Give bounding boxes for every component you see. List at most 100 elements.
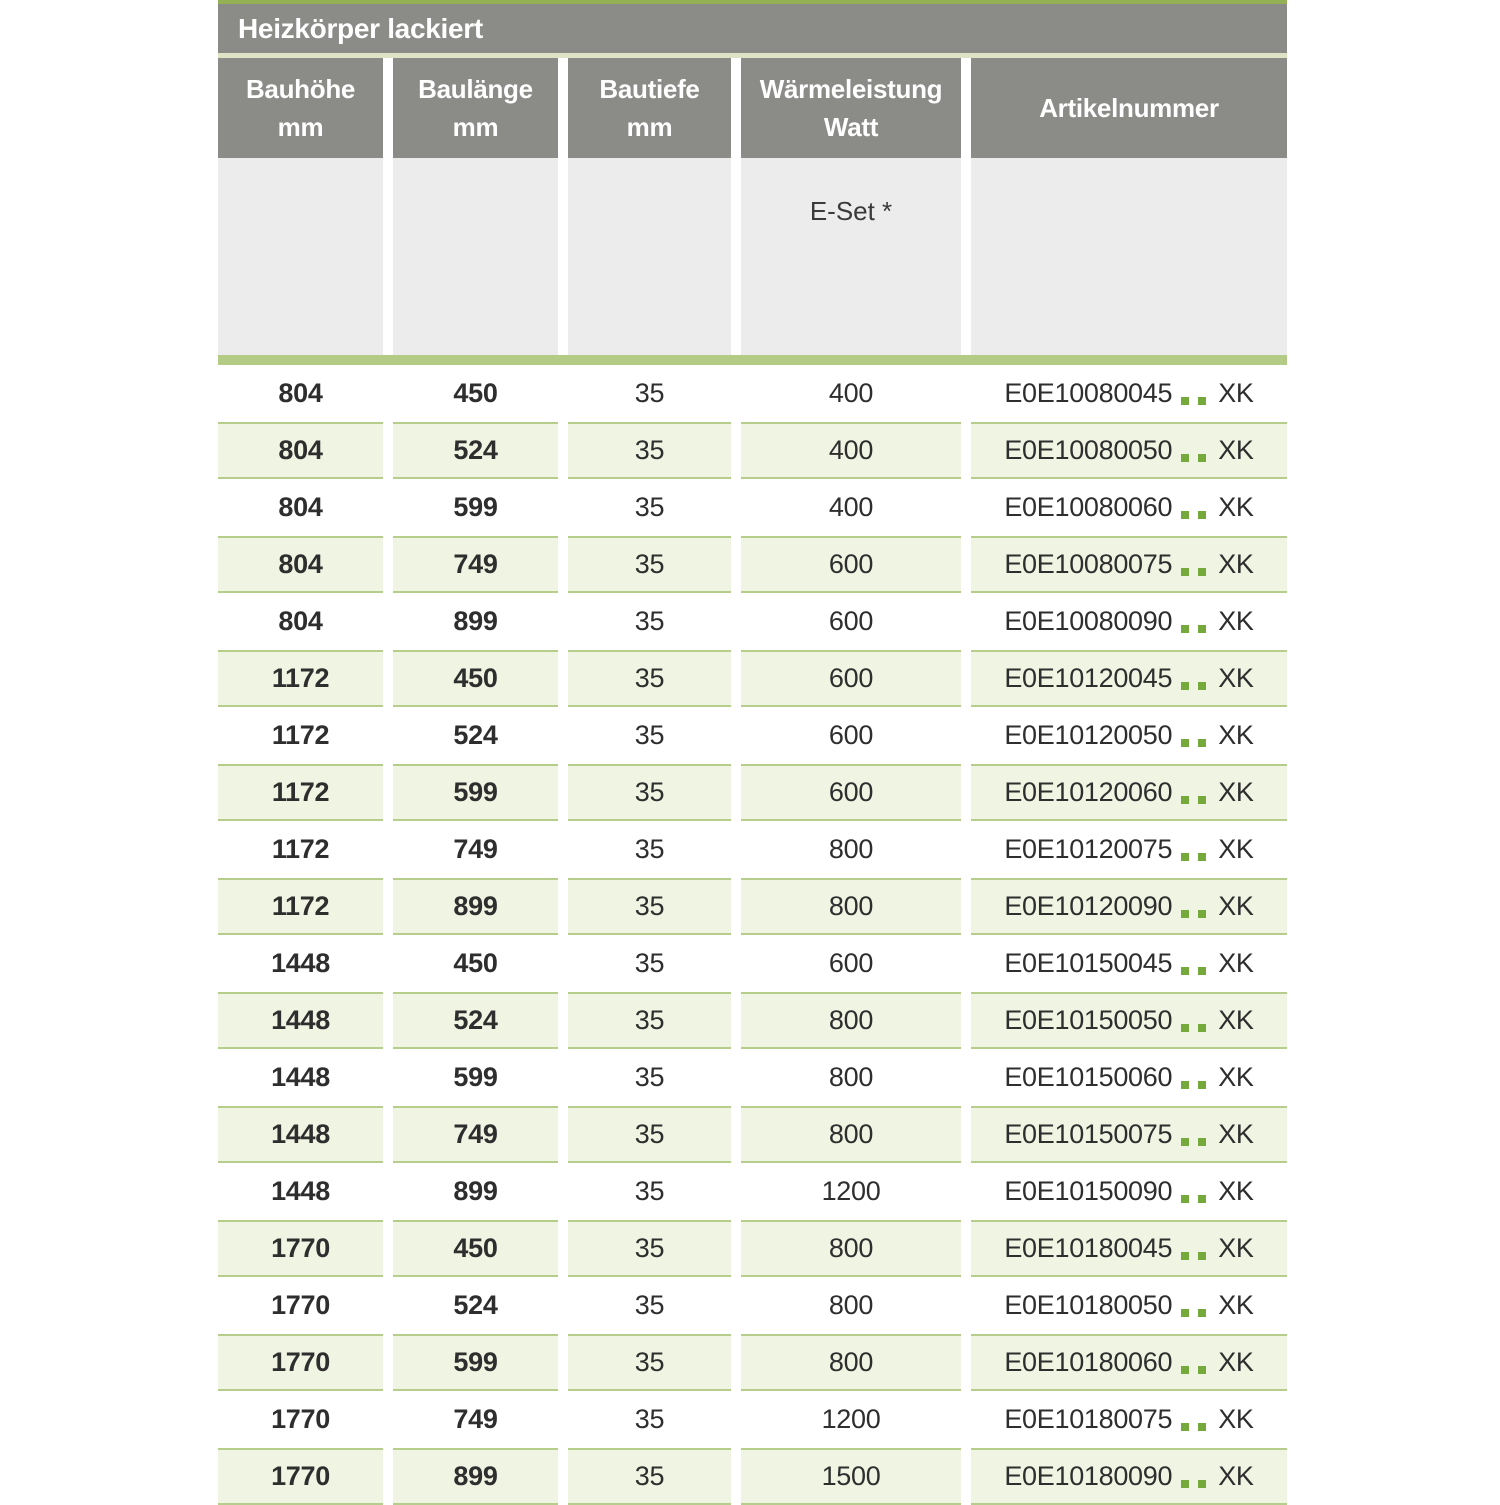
cell-waermeleistung: 800 <box>828 1290 874 1320</box>
cell-bautiefe: 35 <box>634 1290 665 1320</box>
cell-bauhoehe: 1448 <box>271 1062 330 1092</box>
artikel-prefix: E0E10120060 <box>1004 777 1173 807</box>
cell-artikelnummer: E0E10150050 XK <box>971 992 1287 1049</box>
cell-artikelnummer: E0E10120090 XK <box>971 878 1287 935</box>
cell-bauhoehe: 804 <box>278 606 323 636</box>
cell-artikelnummer: E0E10080060 XK <box>971 479 1287 536</box>
cell-bautiefe: 35 <box>634 378 665 408</box>
cell-baulaenge: 899 <box>393 878 558 935</box>
artikel-suffix: XK <box>1218 720 1254 750</box>
column-header-label: Wärmeleistung <box>759 74 943 104</box>
cell-baulaenge: 599 <box>393 1334 558 1391</box>
artikel-suffix: XK <box>1218 1005 1254 1035</box>
cell-bautiefe: 35 <box>568 1334 731 1391</box>
green-dot-icon <box>1198 1479 1207 1488</box>
cell-baulaenge: 749 <box>393 1106 558 1163</box>
cell-waermeleistung: 600 <box>828 720 874 750</box>
green-dot-icon <box>1198 1422 1207 1431</box>
artikel-suffix: XK <box>1218 663 1254 693</box>
table-body: 804 450 35 400 E0E10080045 XK 804 524 35 400 E0E10… <box>218 365 1287 1505</box>
cell-bautiefe: 35 <box>568 1220 731 1277</box>
column-header-label: Baulänge <box>418 74 533 104</box>
green-dot-icon <box>1181 738 1190 747</box>
cell-artikelnummer: E0E10080050 XK <box>971 422 1287 479</box>
green-dot-icon <box>1181 1137 1190 1146</box>
table-row: 1172 749 35 800 E0E10120075 XK <box>218 821 1287 878</box>
artikel-suffix: XK <box>1218 1119 1254 1149</box>
green-dot-icon <box>1198 852 1207 861</box>
cell-waermeleistung: 800 <box>741 878 961 935</box>
cell-waermeleistung: 400 <box>828 492 874 522</box>
cell-bauhoehe: 1448 <box>218 1106 383 1163</box>
cell-artikelnummer: E0E10120050 XK <box>971 707 1287 764</box>
subheader-cell <box>393 158 558 355</box>
column-header-unit: mm <box>452 112 499 142</box>
artikel-prefix: E0E10080060 <box>1004 492 1173 522</box>
cell-bautiefe: 35 <box>568 536 731 593</box>
cell-bauhoehe: 1448 <box>218 992 383 1049</box>
column-header-unit: mm <box>277 112 324 142</box>
table-row: 1172 599 35 600 E0E10120060 XK <box>218 764 1287 821</box>
table-row: 804 899 35 600 E0E10080090 XK <box>218 593 1287 650</box>
cell-bautiefe: 35 <box>634 492 665 522</box>
cell-bautiefe: 35 <box>568 422 731 479</box>
cell-bauhoehe: 1172 <box>218 878 383 935</box>
column-header-waermeleistung: Wärmeleistung Watt <box>741 58 961 158</box>
cell-baulaenge: 749 <box>453 1404 498 1434</box>
cell-bautiefe: 35 <box>634 834 665 864</box>
cell-bautiefe: 35 <box>568 992 731 1049</box>
header-row: Bauhöhe mm Baulänge mm Bautiefe mm Wärme… <box>218 58 1287 158</box>
cell-baulaenge: 524 <box>453 720 498 750</box>
column-header-label: Artikelnummer <box>1039 93 1219 123</box>
artikel-prefix: E0E10150060 <box>1004 1062 1173 1092</box>
green-dot-icon <box>1181 396 1190 405</box>
cell-artikelnummer: E0E10150075 XK <box>971 1106 1287 1163</box>
cell-waermeleistung: 800 <box>741 1106 961 1163</box>
artikel-suffix: XK <box>1218 549 1254 579</box>
eset-label: E-Set * <box>809 196 893 226</box>
green-dot-icon <box>1181 852 1190 861</box>
cell-bauhoehe: 1172 <box>218 764 383 821</box>
cell-waermeleistung: 1200 <box>821 1176 881 1206</box>
artikel-suffix: XK <box>1218 777 1254 807</box>
green-dot-icon <box>1198 795 1207 804</box>
cell-bautiefe: 35 <box>634 948 665 978</box>
cell-bauhoehe: 804 <box>218 536 383 593</box>
cell-baulaenge: 524 <box>393 422 558 479</box>
artikel-suffix: XK <box>1218 948 1254 978</box>
cell-artikelnummer: E0E10120045 XK <box>971 650 1287 707</box>
artikel-prefix: E0E10080050 <box>1004 435 1173 465</box>
cell-bautiefe: 35 <box>634 1404 665 1434</box>
green-dot-icon <box>1181 1308 1190 1317</box>
table-row: 1172 524 35 600 E0E10120050 XK <box>218 707 1287 764</box>
green-dot-icon <box>1198 681 1207 690</box>
green-dot-icon <box>1198 453 1207 462</box>
cell-waermeleistung: 1500 <box>741 1448 961 1505</box>
cell-artikelnummer: E0E10120060 XK <box>971 764 1287 821</box>
cell-baulaenge: 899 <box>393 1448 558 1505</box>
green-dot-icon <box>1198 1023 1207 1032</box>
cell-waermeleistung: 800 <box>828 834 874 864</box>
green-dot-icon <box>1181 1365 1190 1374</box>
cell-baulaenge: 450 <box>453 948 498 978</box>
artikel-prefix: E0E10120075 <box>1004 834 1173 864</box>
green-dot-icon <box>1198 909 1207 918</box>
artikel-suffix: XK <box>1218 1404 1254 1434</box>
subheader-cell <box>568 158 731 355</box>
table-row: 804 524 35 400 E0E10080050 XK <box>218 422 1287 479</box>
green-dot-icon <box>1181 453 1190 462</box>
artikel-suffix: XK <box>1218 834 1254 864</box>
cell-artikelnummer: E0E10150060 XK <box>971 1049 1287 1106</box>
title-divider-line <box>218 53 1287 58</box>
artikel-prefix: E0E10150075 <box>1004 1119 1173 1149</box>
green-dot-icon <box>1181 1194 1190 1203</box>
top-accent-line <box>218 0 1287 4</box>
artikel-prefix: E0E10180050 <box>1004 1290 1173 1320</box>
green-dot-icon <box>1198 567 1207 576</box>
column-header-bautiefe: Bautiefe mm <box>568 58 731 158</box>
product-table: Heizkörper lackiert Bauhöhe mm Baulänge … <box>218 0 1287 1505</box>
artikel-prefix: E0E10150045 <box>1004 948 1173 978</box>
column-header-bauhoehe: Bauhöhe mm <box>218 58 383 158</box>
green-dot-icon <box>1181 966 1190 975</box>
cell-waermeleistung: 400 <box>741 422 961 479</box>
